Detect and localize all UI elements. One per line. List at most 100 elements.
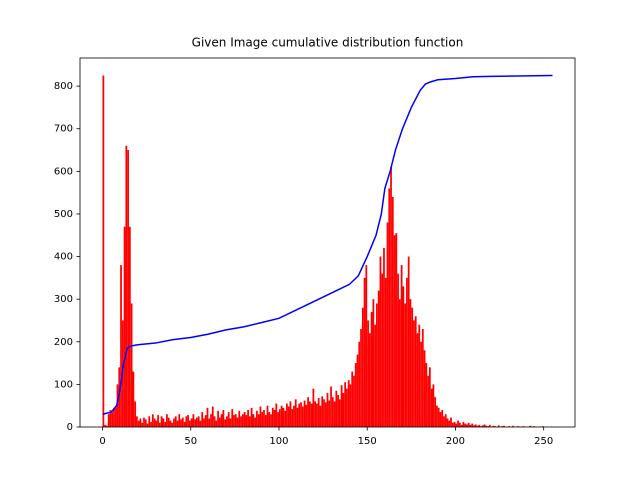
bar bbox=[150, 421, 152, 427]
bar bbox=[284, 410, 287, 427]
bar bbox=[287, 406, 290, 427]
bar bbox=[446, 418, 449, 427]
bar bbox=[434, 397, 437, 427]
bar bbox=[296, 407, 299, 427]
bar bbox=[439, 412, 442, 427]
bar bbox=[257, 414, 260, 427]
bar bbox=[432, 384, 435, 427]
bar bbox=[411, 307, 414, 427]
bar bbox=[303, 400, 306, 427]
bar bbox=[451, 422, 454, 427]
bar bbox=[227, 412, 230, 427]
bar bbox=[164, 421, 167, 427]
bar bbox=[353, 375, 355, 427]
bar bbox=[409, 299, 412, 427]
y-tick-label: 600 bbox=[54, 166, 73, 177]
bar bbox=[374, 324, 377, 427]
cdf-line bbox=[102, 74, 553, 415]
bar bbox=[148, 416, 151, 427]
bar bbox=[166, 414, 168, 427]
bar bbox=[418, 324, 421, 427]
bar bbox=[266, 405, 269, 427]
bar bbox=[404, 303, 407, 427]
bar bbox=[271, 407, 274, 427]
bar bbox=[529, 425, 532, 427]
bar bbox=[391, 196, 394, 427]
bar bbox=[298, 403, 301, 427]
bar bbox=[386, 222, 389, 427]
bar bbox=[427, 375, 429, 427]
bar bbox=[203, 418, 205, 427]
bar bbox=[480, 426, 482, 427]
bar bbox=[462, 421, 465, 427]
bar bbox=[487, 426, 489, 427]
bar bbox=[457, 420, 459, 427]
bar bbox=[481, 425, 484, 427]
bar bbox=[460, 424, 463, 427]
bar bbox=[441, 409, 444, 427]
bar bbox=[155, 420, 158, 427]
bar bbox=[278, 409, 281, 427]
bar bbox=[471, 423, 474, 427]
bar bbox=[229, 418, 232, 427]
bar bbox=[123, 226, 126, 427]
bar bbox=[294, 399, 297, 427]
bar bbox=[497, 425, 500, 427]
bar bbox=[153, 418, 156, 427]
bar bbox=[379, 256, 382, 427]
bar bbox=[143, 417, 145, 427]
bar bbox=[478, 424, 481, 427]
bar bbox=[310, 403, 313, 427]
bar bbox=[467, 422, 470, 427]
bar bbox=[268, 412, 271, 427]
bar bbox=[400, 265, 403, 427]
bar bbox=[517, 426, 519, 427]
bar bbox=[213, 416, 216, 427]
bar bbox=[402, 286, 405, 427]
bar bbox=[340, 385, 343, 427]
bar bbox=[533, 426, 535, 427]
bar bbox=[344, 382, 347, 427]
bar bbox=[259, 406, 262, 427]
bar bbox=[455, 423, 458, 427]
bar bbox=[224, 419, 227, 427]
bar bbox=[282, 407, 285, 427]
bar bbox=[354, 363, 357, 427]
bar bbox=[367, 320, 369, 427]
bar bbox=[113, 407, 115, 427]
bar bbox=[324, 402, 327, 427]
bar bbox=[494, 426, 497, 427]
bar bbox=[330, 386, 332, 427]
bar bbox=[428, 367, 431, 427]
bar bbox=[141, 422, 144, 427]
bar bbox=[173, 418, 175, 427]
bar bbox=[448, 420, 451, 427]
bar bbox=[277, 412, 279, 427]
bar bbox=[314, 401, 317, 427]
x-tick-label: 50 bbox=[184, 436, 197, 447]
bar bbox=[127, 150, 129, 427]
bar bbox=[197, 416, 200, 427]
bar bbox=[541, 426, 544, 427]
bar bbox=[328, 400, 331, 427]
bar bbox=[307, 397, 309, 427]
bar bbox=[132, 371, 135, 427]
bar bbox=[331, 397, 334, 427]
bar bbox=[346, 388, 348, 427]
y-tick-label: 700 bbox=[54, 124, 73, 135]
bar bbox=[390, 167, 392, 428]
bar bbox=[111, 412, 114, 427]
bar bbox=[181, 417, 184, 427]
bar bbox=[146, 423, 149, 427]
bar bbox=[169, 420, 172, 427]
bar bbox=[368, 333, 371, 427]
bar bbox=[106, 425, 108, 427]
bar bbox=[360, 328, 362, 427]
y-tick-label: 500 bbox=[54, 209, 73, 220]
bar bbox=[120, 265, 122, 427]
bar bbox=[136, 416, 138, 427]
bar bbox=[361, 307, 364, 427]
bar bbox=[263, 409, 265, 427]
bar bbox=[365, 265, 368, 427]
